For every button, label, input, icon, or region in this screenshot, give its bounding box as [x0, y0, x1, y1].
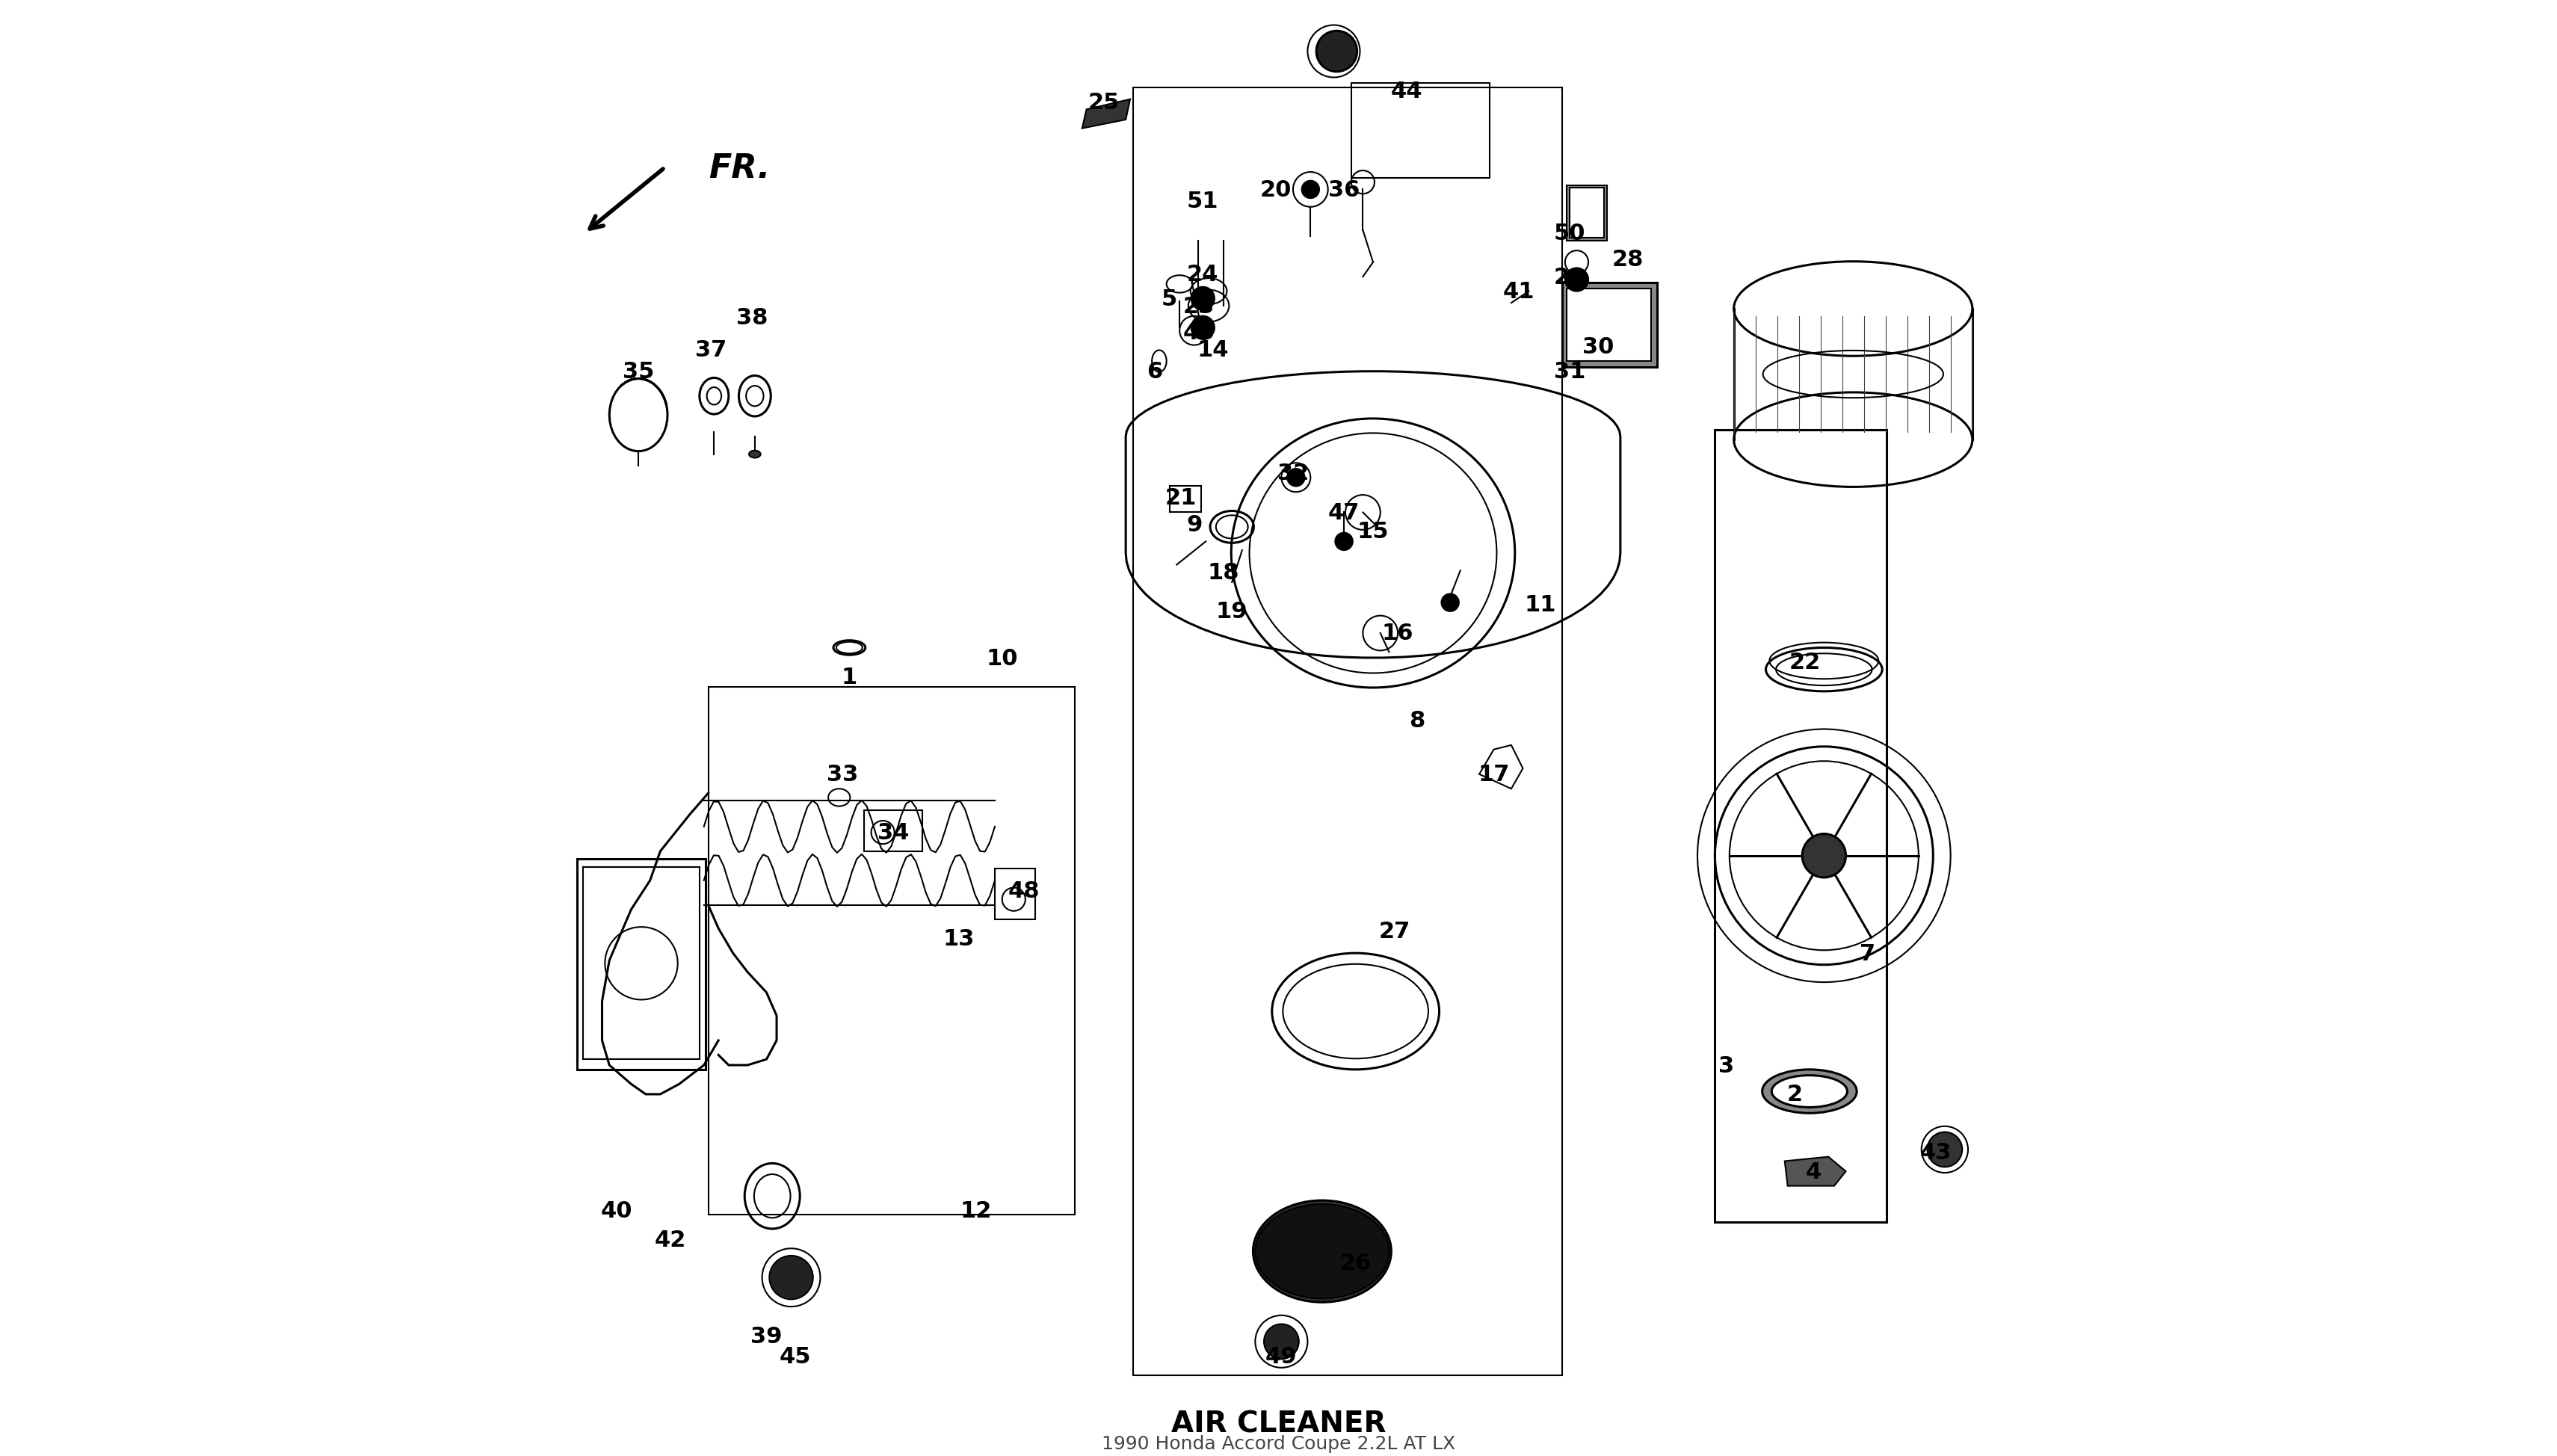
Text: 29: 29	[1555, 266, 1585, 288]
Bar	[995, 869, 1036, 920]
Polygon shape	[1082, 100, 1130, 130]
Circle shape	[1192, 287, 1215, 310]
Bar	[1570, 189, 1603, 237]
Circle shape	[1286, 469, 1304, 486]
Bar	[1716, 430, 1887, 1223]
Text: 7: 7	[1859, 942, 1874, 964]
Bar	[1350, 84, 1488, 179]
Circle shape	[1928, 1133, 1961, 1168]
Circle shape	[770, 1255, 813, 1299]
Text: 47: 47	[1327, 502, 1360, 524]
Text: 41: 41	[1504, 281, 1534, 303]
Polygon shape	[1785, 1158, 1846, 1187]
Text: 28: 28	[1611, 249, 1644, 271]
Text: 33: 33	[826, 764, 859, 785]
Circle shape	[1317, 32, 1358, 73]
Text: 40: 40	[601, 1200, 632, 1222]
Bar	[583, 868, 701, 1060]
Text: 4: 4	[1805, 1160, 1821, 1182]
Circle shape	[1803, 834, 1846, 878]
Text: 19: 19	[1217, 601, 1248, 623]
Text: 45: 45	[780, 1345, 811, 1367]
Text: 11: 11	[1524, 594, 1557, 616]
Text: FR.: FR.	[708, 153, 770, 185]
Bar	[1567, 288, 1652, 361]
Bar	[1567, 288, 1652, 361]
Text: 14: 14	[1197, 339, 1230, 361]
Ellipse shape	[1255, 1204, 1388, 1299]
Bar	[1133, 89, 1562, 1374]
Text: 30: 30	[1583, 336, 1613, 358]
Circle shape	[1317, 35, 1350, 70]
Text: 43: 43	[1920, 1142, 1951, 1163]
Text: 2: 2	[1787, 1083, 1803, 1105]
Text: 35: 35	[621, 361, 655, 383]
Text: 46: 46	[1181, 322, 1215, 344]
Text: 17: 17	[1478, 764, 1509, 785]
Text: 20: 20	[1261, 179, 1291, 201]
Text: 1: 1	[841, 667, 857, 687]
Text: 8: 8	[1409, 711, 1424, 731]
Text: 22: 22	[1790, 652, 1821, 674]
Text: 5: 5	[1161, 288, 1176, 310]
Text: 13: 13	[944, 927, 974, 949]
Text: 1990 Honda Accord Coupe 2.2L AT LX: 1990 Honda Accord Coupe 2.2L AT LX	[1102, 1434, 1455, 1452]
Text: 12: 12	[959, 1200, 992, 1222]
Bar	[1562, 282, 1657, 367]
Text: 10: 10	[987, 648, 1018, 670]
Bar	[1567, 186, 1608, 240]
Ellipse shape	[1762, 1070, 1856, 1114]
Ellipse shape	[1772, 1076, 1846, 1108]
Text: 31: 31	[1555, 361, 1585, 383]
Circle shape	[1335, 533, 1353, 550]
Bar	[578, 859, 706, 1070]
Text: 37: 37	[696, 339, 726, 361]
Text: 16: 16	[1381, 623, 1414, 645]
Text: 15: 15	[1358, 521, 1388, 543]
Text: 9: 9	[1186, 514, 1202, 536]
Text: AIR CLEANER: AIR CLEANER	[1171, 1409, 1386, 1437]
Text: 39: 39	[752, 1325, 782, 1347]
Text: 27: 27	[1378, 920, 1411, 942]
Bar	[1169, 486, 1202, 513]
Text: 36: 36	[1327, 179, 1360, 201]
Text: 3: 3	[1718, 1054, 1734, 1076]
Text: 25: 25	[1089, 92, 1120, 114]
Circle shape	[1263, 1324, 1299, 1358]
Text: 26: 26	[1340, 1252, 1371, 1274]
Text: 24: 24	[1186, 264, 1220, 285]
Circle shape	[1442, 594, 1460, 612]
Text: 38: 38	[736, 307, 767, 329]
Ellipse shape	[1253, 1201, 1391, 1302]
Circle shape	[1192, 316, 1215, 339]
Text: 6: 6	[1148, 361, 1163, 383]
Bar	[864, 811, 923, 852]
Text: 48: 48	[1007, 879, 1041, 901]
Circle shape	[1302, 182, 1319, 199]
Circle shape	[1565, 268, 1588, 291]
Text: 23: 23	[1184, 296, 1215, 317]
Bar	[1570, 189, 1603, 237]
Text: 21: 21	[1166, 488, 1197, 510]
Text: 49: 49	[1266, 1345, 1296, 1367]
Ellipse shape	[749, 451, 759, 459]
Text: 50: 50	[1555, 223, 1585, 245]
Text: 34: 34	[877, 821, 908, 843]
Text: 18: 18	[1207, 562, 1240, 584]
Text: 51: 51	[1186, 191, 1220, 213]
Text: 42: 42	[655, 1229, 685, 1251]
Text: 44: 44	[1391, 80, 1422, 102]
Text: 32: 32	[1278, 463, 1309, 485]
